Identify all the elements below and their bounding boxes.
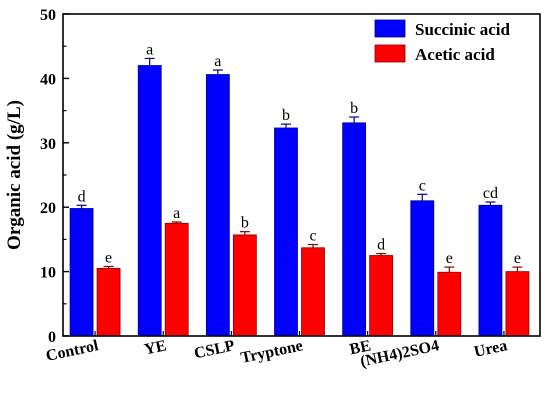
acetic-bar-6	[505, 271, 530, 337]
significance-label: c	[309, 228, 316, 245]
chart-bars: d e a a a b b c b d c e cd e	[69, 41, 530, 337]
legend-swatch	[374, 44, 406, 63]
acetic-bar-2	[232, 234, 257, 337]
acetic-bar-4	[369, 255, 394, 337]
significance-label: b	[350, 100, 358, 117]
x-tick-label: (NH4)2SO4	[359, 337, 441, 370]
x-tick-label: YE	[143, 337, 168, 358]
significance-label: b	[241, 215, 249, 232]
succinic-bar-5	[410, 200, 435, 337]
acetic-bar-0	[96, 267, 121, 337]
x-tick-label: BE	[348, 337, 372, 358]
succinic-bar-3	[274, 127, 298, 337]
acetic-bar-5	[437, 271, 462, 337]
succinic-bar-4	[342, 122, 367, 337]
significance-label: a	[146, 41, 153, 58]
legend-label: Succinic acid	[415, 20, 510, 39]
succinic-bar-0	[69, 208, 94, 337]
succinic-bar-2	[205, 74, 230, 337]
acetic-bar-1	[164, 222, 189, 337]
significance-label: e	[446, 250, 453, 267]
x-tick-label: CSLP	[193, 337, 237, 362]
y-tick-label: 30	[40, 136, 56, 153]
y-tick-label: 40	[40, 71, 56, 88]
significance-label: c	[419, 177, 426, 194]
significance-label: b	[282, 107, 290, 124]
y-tick-label: 50	[40, 7, 56, 24]
y-tick-label: 0	[48, 329, 56, 346]
y-axis-label: Organic acid (g/L)	[4, 100, 25, 250]
chart-legend: Succinic acid Acetic acid	[374, 19, 510, 64]
acetic-bar-3	[301, 247, 325, 337]
significance-label: e	[514, 250, 521, 267]
significance-label: d	[377, 237, 385, 254]
y-tick-label: 10	[40, 265, 56, 282]
y-tick-label: 20	[40, 200, 56, 217]
significance-label: a	[173, 205, 180, 222]
significance-label: d	[78, 188, 86, 205]
significance-label: cd	[483, 185, 498, 202]
significance-label: e	[105, 249, 112, 266]
x-tick-label: Tryptone	[239, 337, 304, 367]
succinic-bar-1	[137, 65, 162, 337]
significance-label: a	[214, 53, 221, 70]
legend-label: Acetic acid	[415, 45, 495, 64]
succinic-bar-6	[478, 204, 503, 337]
legend-swatch	[374, 19, 406, 38]
x-tick-label: Urea	[472, 337, 508, 361]
